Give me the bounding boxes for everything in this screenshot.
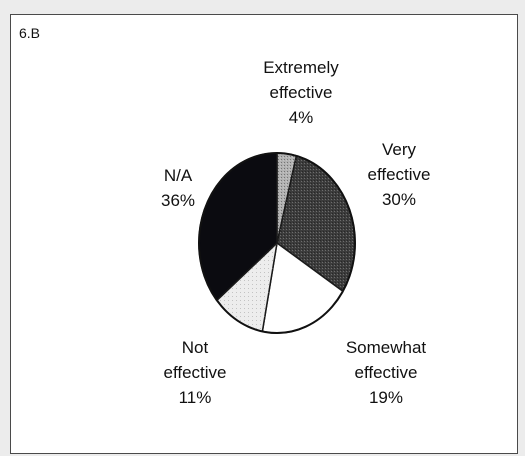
slice-value-label: 30%: [381, 190, 417, 209]
slice-label-n-a: N/A 36%: [161, 163, 195, 213]
slice-label-line: effective: [269, 83, 333, 102]
pie-chart: [198, 152, 356, 334]
slice-label-line: Extremely: [263, 58, 339, 77]
pie-slice-not-effective-texture: [216, 243, 277, 332]
slice-value-label: 4%: [288, 108, 314, 127]
chart-frame: 6.B Extremely effective 4% Very effective 30%…: [10, 14, 518, 454]
slice-label-line: N/A: [163, 166, 193, 185]
slice-label-very-effective: Very effective 30%: [367, 137, 430, 212]
slice-value-label: 11%: [178, 388, 212, 407]
slice-label-line: Very: [381, 140, 417, 159]
pie-outline: [198, 152, 356, 334]
slice-value-label: 36%: [160, 191, 196, 210]
slice-label-line: effective: [367, 165, 431, 184]
pie-slices: [198, 152, 356, 334]
slice-label-not-effective: Not effective 11%: [163, 335, 226, 410]
slice-label-extremely-effective: Extremely effective 4%: [263, 55, 339, 130]
slice-label-line: Not: [181, 338, 209, 357]
slice-label-line: effective: [163, 363, 227, 382]
slice-label-line: effective: [354, 363, 418, 382]
slice-value-label: 19%: [368, 388, 404, 407]
panel-label: 6.B: [19, 25, 41, 41]
slice-label-somewhat-effective: Somewhat effective 19%: [346, 335, 426, 410]
pie-slice-very-effective-texture: [277, 155, 355, 292]
slice-label-line: Somewhat: [345, 338, 427, 357]
